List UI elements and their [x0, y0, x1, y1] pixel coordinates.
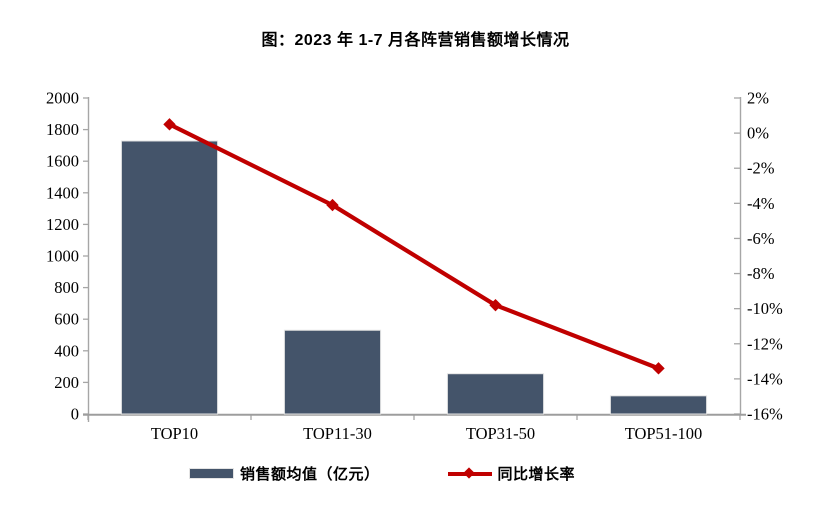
chart-legend: 销售额均值（亿元） 同比增长率 [1, 463, 763, 484]
right-axis-tick-label: 0% [747, 124, 769, 143]
legend-diamond-marker-icon [462, 466, 475, 479]
x-axis-category-label: TOP51-100 [625, 424, 703, 443]
right-axis-tick-label: -12% [747, 334, 783, 353]
legend-label-line-series: 同比增长率 [497, 466, 576, 483]
right-axis-tick-label: -14% [747, 369, 783, 388]
line-marker-TOP31-50 [489, 298, 502, 312]
bar-series-swatch-icon [188, 468, 234, 479]
legend-label-bar-series: 销售额均值（亿元） [239, 466, 380, 483]
left-axis-tick-label: 1600 [46, 152, 79, 171]
left-axis-tick-label: 1200 [46, 215, 79, 234]
left-axis-tick-label: 200 [54, 373, 79, 392]
left-axis-tick-label: 2000 [46, 89, 79, 108]
x-axis-category-label: TOP10 [151, 424, 198, 443]
legend-item-line-series: 同比增长率 [447, 463, 576, 484]
line-marker-TOP10 [163, 118, 176, 131]
left-axis-tick-label: 1400 [46, 183, 79, 202]
x-axis-category-label: TOP31-50 [466, 424, 535, 443]
right-axis-tick-label: -4% [747, 194, 775, 213]
left-axis-tick-label: 1000 [46, 247, 79, 266]
legend-item-bar-series: 销售额均值（亿元） [188, 463, 380, 484]
left-axis-tick-label: 0 [71, 405, 79, 424]
bar-TOP11-30 [283, 329, 382, 415]
right-axis-tick-label: 2% [747, 89, 769, 108]
bar-TOP10 [120, 140, 219, 415]
right-axis-tick-label: -2% [747, 159, 775, 178]
line-marker-TOP51-100 [652, 362, 665, 375]
right-axis-tick-label: -16% [747, 405, 783, 424]
bar-TOP51-100 [609, 395, 708, 415]
left-axis-tick-label: 1800 [46, 120, 79, 139]
bar-TOP31-50 [446, 373, 545, 415]
line-marker-TOP11-30 [326, 198, 339, 212]
x-axis-category-label: TOP11-30 [303, 424, 372, 443]
growth-rate-line [167, 122, 661, 371]
chart-title: 图：2023 年 1-7 月各阵营销售额增长情况 [261, 32, 570, 49]
line-series-swatch-icon [447, 466, 492, 480]
left-axis-tick-label: 600 [54, 310, 79, 329]
right-axis-tick-label: -8% [747, 264, 775, 283]
right-axis-tick-label: -6% [747, 229, 775, 248]
left-axis-tick-label: 800 [54, 278, 79, 297]
right-axis-tick-label: -10% [747, 299, 783, 318]
left-axis-tick-label: 400 [54, 341, 79, 360]
